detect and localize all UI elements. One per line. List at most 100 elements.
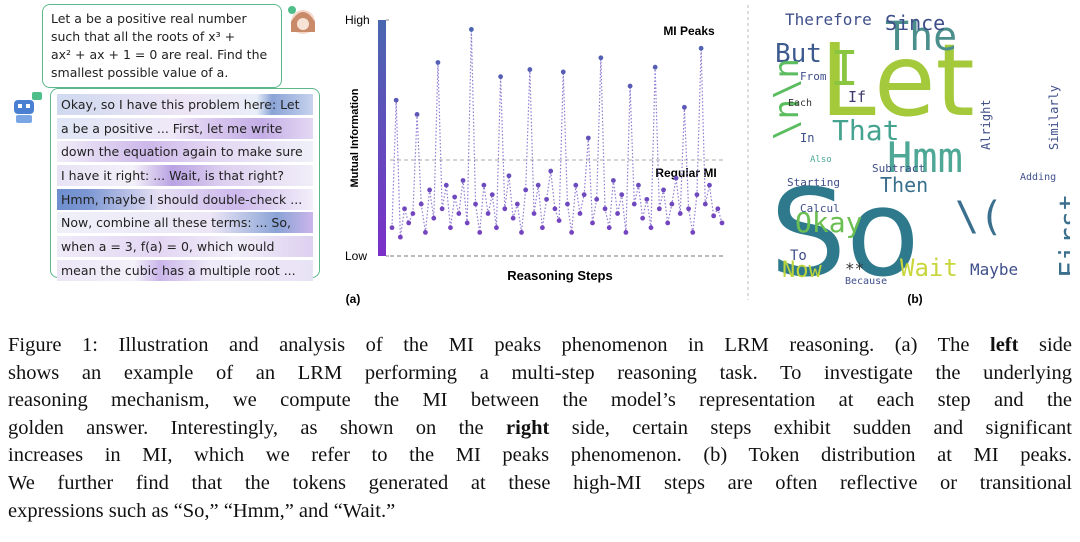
caption-text: side xyxy=(1018,334,1072,356)
mi-point xyxy=(531,211,537,216)
mi-point xyxy=(410,211,416,216)
color-bar xyxy=(378,20,386,256)
mi-point xyxy=(489,192,495,198)
mi-point xyxy=(535,182,541,188)
word: That xyxy=(832,114,899,147)
mi-point xyxy=(686,206,691,212)
mi-point xyxy=(577,211,583,216)
caption-line: reasoning mechanism, we compute the MI b… xyxy=(8,387,1072,415)
mi-point xyxy=(602,206,608,212)
mi-point xyxy=(702,201,708,207)
mi-point xyxy=(648,225,654,231)
mi-point xyxy=(719,220,725,226)
figure-graphics: Mutual Information Reasoning Steps MI Pe… xyxy=(14,5,1070,306)
annotation-bg xyxy=(655,20,723,40)
word: Alright xyxy=(979,99,993,150)
mi-point xyxy=(707,182,712,188)
mi-point xyxy=(402,206,407,212)
response-line: Hmm, maybe I should double-check ... xyxy=(57,188,313,210)
word: Also xyxy=(810,155,832,165)
annotation-bg xyxy=(645,162,725,182)
mi-point xyxy=(594,196,600,202)
mi-point xyxy=(694,192,700,198)
mi-point xyxy=(414,112,420,117)
word: Hmm xyxy=(887,133,963,182)
word: Maybe xyxy=(970,260,1018,279)
mi-point xyxy=(623,230,629,235)
word: Let xyxy=(820,22,975,139)
caption-line: Figure 1: Illustration and analysis of t… xyxy=(8,332,1072,360)
caption-line: shows an example of an LRM performing a … xyxy=(8,360,1072,388)
mi-point xyxy=(631,201,637,207)
mi-point xyxy=(389,225,395,231)
caption-text: increases in MI, which we refer to the M… xyxy=(8,444,1072,467)
word: Each xyxy=(788,98,812,109)
word: ** xyxy=(845,259,864,278)
word: Calcul xyxy=(800,202,840,215)
mi-point xyxy=(715,206,721,212)
mi-point xyxy=(468,27,474,32)
caption-text: right xyxy=(506,416,550,439)
word: From xyxy=(800,70,827,83)
mi-point xyxy=(590,220,595,226)
response-line: mean the cubic has a multiple root ... xyxy=(57,259,313,281)
response-line: Now, combine all these terms: ... So, xyxy=(57,212,313,234)
question-bubble: Let a be a positive real number such that… xyxy=(42,4,282,88)
word: Starting xyxy=(787,176,840,189)
mi-point xyxy=(494,225,499,231)
mi-point xyxy=(510,215,516,221)
mi-point xyxy=(560,69,566,75)
mi-point xyxy=(443,182,449,188)
mi-point xyxy=(527,67,533,72)
caption-line: golden answer. Interestingly, as shown o… xyxy=(8,415,1072,443)
y-axis-label: Mutual Information xyxy=(349,88,361,187)
mi-point xyxy=(473,201,478,207)
mi-point xyxy=(514,201,520,207)
wordcloud-bg xyxy=(765,5,890,288)
mi-point xyxy=(485,211,491,216)
mi-point xyxy=(711,213,717,219)
mi-point xyxy=(523,187,529,193)
x-axis-label: Reasoning Steps xyxy=(507,268,612,283)
response-line: when a = 3, f(a) = 0, which would xyxy=(57,236,313,258)
caption-text: golden answer. Interestingly, as shown o… xyxy=(8,416,507,439)
word: Okay xyxy=(795,206,862,239)
word: In xyxy=(800,131,814,145)
response-line: Okay, so I have this problem here: Let xyxy=(57,94,313,115)
mi-point xyxy=(615,211,620,216)
mi-point xyxy=(506,173,512,179)
caption: Figure 1: Illustration and analysis of t… xyxy=(8,332,1072,525)
response-line: down the equation again to make sure xyxy=(57,141,313,163)
mi-point xyxy=(427,187,432,193)
mi-point xyxy=(556,218,562,224)
mi-point xyxy=(698,45,704,51)
mi-point xyxy=(573,182,579,188)
word: Wait xyxy=(900,254,958,282)
mi-point xyxy=(640,215,646,221)
mi-point xyxy=(544,196,549,202)
mi-point xyxy=(581,192,587,198)
mi-point xyxy=(439,206,445,212)
caption-text: reasoning mechanism, we compute the MI b… xyxy=(8,389,1072,412)
mi-point xyxy=(481,182,487,188)
mi-point xyxy=(397,234,403,240)
question-line: smallest possible value of a. xyxy=(51,65,229,80)
mi-point xyxy=(627,83,633,89)
mi-point xyxy=(477,230,483,235)
word: The xyxy=(885,14,957,60)
mi-point xyxy=(677,211,683,216)
word: I xyxy=(830,41,859,97)
question-line: ax² + ax + 1 = 0 are real. Find the xyxy=(51,47,268,62)
caption-text: expressions such as “So,” “Hmm,” and “Wa… xyxy=(8,499,396,522)
mi-point xyxy=(548,168,554,174)
mi-point xyxy=(502,206,508,212)
word: So xyxy=(770,165,920,304)
question-line: such that all the roots of x³ + xyxy=(51,29,236,44)
mi-point xyxy=(406,220,412,226)
mi-line xyxy=(391,29,723,238)
word: If xyxy=(848,88,866,106)
word: Adding xyxy=(1020,172,1056,183)
mi-point xyxy=(448,225,453,231)
mi-point xyxy=(619,192,625,198)
